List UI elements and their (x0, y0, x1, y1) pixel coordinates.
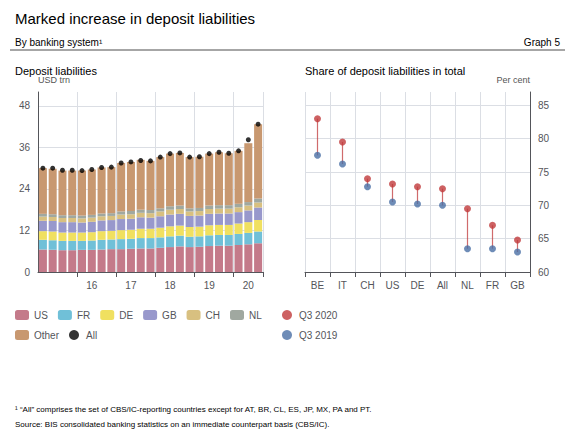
svg-text:Graph 5: Graph 5 (524, 37, 561, 48)
svg-text:19: 19 (204, 280, 216, 291)
svg-text:36: 36 (19, 142, 31, 153)
svg-text:USD trn: USD trn (38, 74, 70, 85)
svg-text:Deposit liabilities: Deposit liabilities (15, 65, 97, 77)
svg-text:16: 16 (86, 280, 98, 291)
svg-text:¹ “All” comprises the set of C: ¹ “All” comprises the set of CBS/IC-repo… (15, 405, 372, 414)
svg-text:12: 12 (19, 225, 31, 236)
svg-text:FR: FR (486, 280, 499, 291)
svg-text:Q3 2020: Q3 2020 (299, 310, 338, 321)
svg-text:CH: CH (360, 280, 374, 291)
svg-text:DE: DE (411, 280, 425, 291)
svg-text:GB: GB (510, 280, 525, 291)
svg-text:NL: NL (249, 310, 262, 321)
svg-text:60: 60 (538, 267, 550, 278)
svg-text:US: US (34, 310, 48, 321)
svg-text:DE: DE (119, 310, 133, 321)
svg-text:Share of deposit liabilities i: Share of deposit liabilities in total (305, 65, 465, 77)
svg-text:NL: NL (461, 280, 474, 291)
svg-text:By banking system¹: By banking system¹ (15, 37, 103, 48)
svg-text:Source: BIS consolidated banki: Source: BIS consolidated banking statist… (15, 420, 329, 429)
svg-text:85: 85 (538, 100, 550, 111)
svg-text:80: 80 (538, 133, 550, 144)
svg-text:48: 48 (19, 100, 31, 111)
svg-text:All: All (437, 280, 448, 291)
svg-text:17: 17 (125, 280, 137, 291)
svg-text:GB: GB (162, 310, 177, 321)
svg-text:0: 0 (24, 267, 30, 278)
svg-text:Q3 2019: Q3 2019 (299, 330, 338, 341)
svg-text:Other: Other (34, 330, 60, 341)
svg-text:75: 75 (538, 167, 550, 178)
svg-text:Per cent: Per cent (496, 75, 530, 85)
svg-text:70: 70 (538, 200, 550, 211)
svg-text:FR: FR (77, 310, 90, 321)
svg-text:All: All (86, 330, 97, 341)
svg-text:Marked increase in deposit lia: Marked increase in deposit liabilities (15, 10, 255, 27)
svg-text:20: 20 (243, 280, 255, 291)
svg-text:US: US (386, 280, 400, 291)
svg-text:CH: CH (206, 310, 220, 321)
svg-text:65: 65 (538, 233, 550, 244)
svg-text:BE: BE (311, 280, 325, 291)
svg-text:24: 24 (19, 183, 31, 194)
svg-text:IT: IT (338, 280, 347, 291)
svg-text:18: 18 (165, 280, 177, 291)
